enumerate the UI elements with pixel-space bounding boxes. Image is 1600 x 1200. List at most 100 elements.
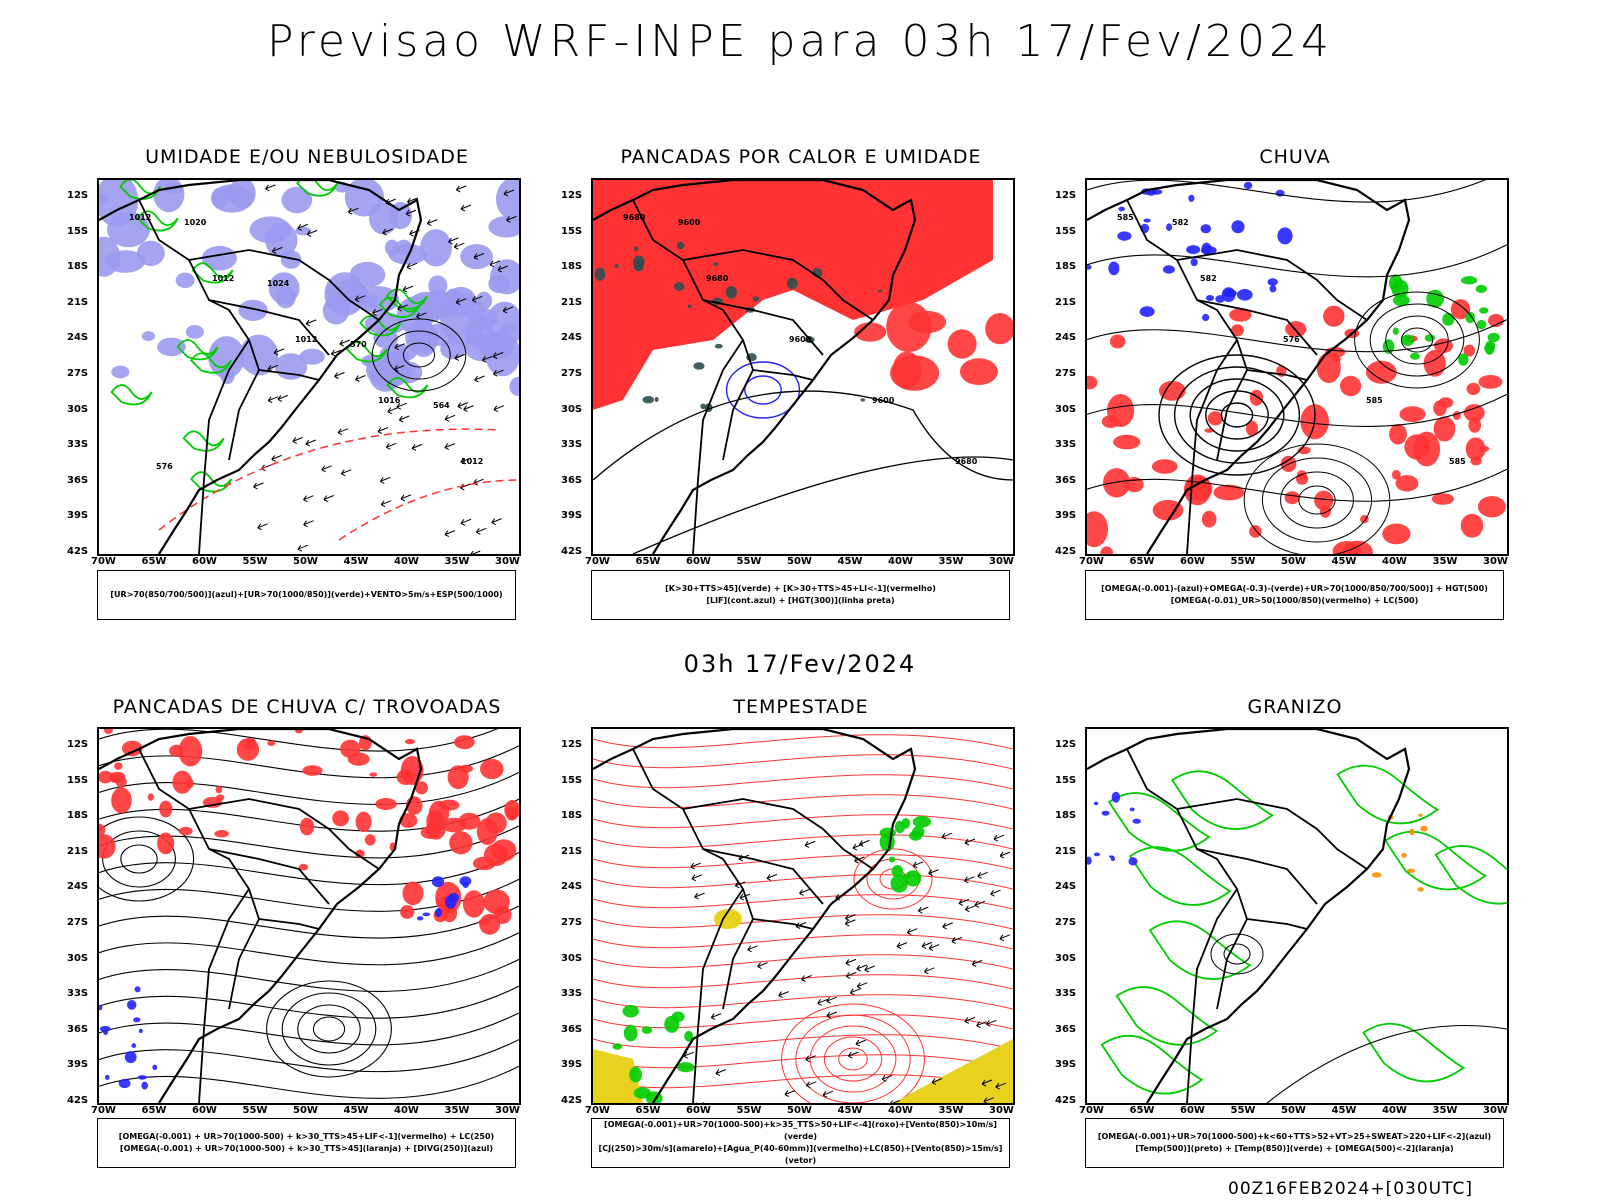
temp500-contour bbox=[1210, 933, 1264, 975]
height-contour bbox=[593, 390, 1013, 481]
water-vapor-contour bbox=[593, 794, 1013, 810]
wind-vector bbox=[411, 443, 423, 451]
rain-red-area bbox=[1151, 459, 1178, 474]
lon-tick-label: 35W bbox=[938, 556, 964, 567]
wind-vector bbox=[455, 185, 467, 193]
wind-vector bbox=[506, 215, 517, 223]
wind-green-area bbox=[684, 1030, 694, 1042]
thunderstorm-red-area bbox=[449, 831, 473, 855]
water-vapor-contour bbox=[593, 1054, 1013, 1070]
lat-tick-label: 21S bbox=[67, 296, 89, 308]
humidity-blue-area bbox=[268, 272, 300, 305]
wind-vector bbox=[906, 928, 918, 936]
humidity-blue-area bbox=[384, 239, 400, 256]
rain-red-area bbox=[1245, 420, 1259, 437]
omega-blue-area bbox=[1166, 223, 1173, 231]
lat-tick-label: 30S bbox=[1055, 403, 1077, 415]
lat-tick-label: 42S bbox=[67, 1095, 89, 1106]
instability-green-area bbox=[700, 403, 706, 410]
wind-vector bbox=[855, 1039, 867, 1047]
omega-green-area bbox=[1476, 319, 1487, 330]
coastline bbox=[1087, 180, 1411, 554]
wind-vector bbox=[489, 260, 501, 268]
wind-vector bbox=[491, 518, 502, 526]
height-contour bbox=[1158, 354, 1316, 476]
lat-tick-label: 24S bbox=[561, 332, 583, 344]
wind-vector bbox=[822, 1090, 834, 1098]
contour-label: 9680 bbox=[955, 457, 978, 466]
wind-vector bbox=[690, 862, 701, 870]
temp500-contour bbox=[1223, 943, 1251, 965]
contour-label: 1012 bbox=[295, 335, 317, 344]
wind-vector bbox=[826, 1011, 838, 1019]
country-border bbox=[138, 748, 260, 1010]
wind-vector bbox=[784, 1090, 796, 1098]
wind-vector bbox=[864, 965, 875, 973]
coastline bbox=[99, 180, 423, 554]
wind-vector bbox=[303, 495, 314, 503]
wind-vector bbox=[267, 396, 279, 404]
rain-red-area bbox=[1230, 324, 1244, 337]
wind-vector bbox=[398, 415, 410, 423]
panel-legend: [K>30+TTS>45](verde) + [K>30+TTS>45+LI<-… bbox=[591, 570, 1010, 620]
lon-tick-label: 45W bbox=[837, 1105, 863, 1116]
height-contour bbox=[632, 456, 1013, 554]
instability-green-area bbox=[633, 261, 644, 272]
panel-title: TEMPESTADE bbox=[733, 696, 869, 718]
lat-tick-label: 21S bbox=[1055, 845, 1077, 857]
wind-vector bbox=[986, 1019, 997, 1027]
thunderstorm-red-area bbox=[375, 798, 397, 810]
humidity-blue-area bbox=[362, 295, 380, 308]
humidity-blue-area bbox=[99, 236, 120, 277]
omega-blue-area bbox=[1143, 218, 1151, 223]
wind-vector bbox=[977, 871, 988, 879]
wind-vector bbox=[896, 942, 908, 950]
humidity-blue-area bbox=[265, 222, 298, 258]
instability-green-area bbox=[634, 246, 639, 252]
wind-vector bbox=[271, 246, 283, 254]
wind-vector bbox=[493, 405, 505, 413]
lat-tick-label: 36S bbox=[67, 474, 89, 486]
divergence-blue-area bbox=[138, 1028, 143, 1034]
country-border bbox=[1186, 888, 1238, 1103]
rain-red-area bbox=[1433, 400, 1447, 416]
wind-vector bbox=[503, 189, 515, 197]
thunderstorm-red-area bbox=[347, 752, 370, 766]
wind-vector bbox=[448, 237, 459, 245]
rain-red-area bbox=[1468, 417, 1481, 433]
wind-vector bbox=[993, 834, 1005, 842]
omega-orange-area bbox=[1418, 813, 1423, 817]
omega-green-area bbox=[1409, 352, 1420, 360]
wind-vector bbox=[493, 369, 504, 377]
lat-tick-label: 24S bbox=[1055, 881, 1077, 893]
wind-vector bbox=[845, 914, 856, 922]
country-border bbox=[1196, 848, 1318, 905]
omega-green-area bbox=[1392, 327, 1399, 335]
wind-vector bbox=[306, 229, 318, 237]
lon-tick-label: 60W bbox=[1180, 556, 1205, 567]
water-vapor-contour bbox=[593, 774, 1013, 790]
contour-label: 9680 bbox=[623, 213, 646, 222]
humidity-blue-area bbox=[324, 272, 366, 316]
country-border bbox=[1176, 798, 1368, 870]
humidity-blue-area bbox=[208, 336, 245, 379]
thunderstorm-red-area bbox=[178, 826, 193, 836]
height-contour bbox=[1087, 180, 1487, 203]
thunderstorm-red-area bbox=[147, 793, 154, 801]
wind-vector bbox=[305, 439, 316, 447]
omega-blue-area bbox=[1243, 181, 1253, 190]
humidity-blue-area bbox=[368, 356, 402, 392]
wind-vector bbox=[710, 1013, 722, 1021]
water-vapor-contour bbox=[593, 874, 1013, 890]
wind-vector bbox=[965, 905, 976, 913]
humidity-blue-area bbox=[420, 229, 452, 267]
wind-vector bbox=[801, 975, 812, 982]
wind-vector bbox=[799, 888, 810, 896]
lat-tick-label: 24S bbox=[67, 881, 89, 893]
humidity-blue-area bbox=[490, 259, 519, 295]
rain-red-area bbox=[1470, 456, 1482, 466]
instability-red-area bbox=[959, 358, 998, 385]
wind-green-area bbox=[912, 816, 932, 828]
lat-tick-label: 27S bbox=[67, 917, 89, 928]
thunderstorm-red-area bbox=[159, 800, 173, 818]
